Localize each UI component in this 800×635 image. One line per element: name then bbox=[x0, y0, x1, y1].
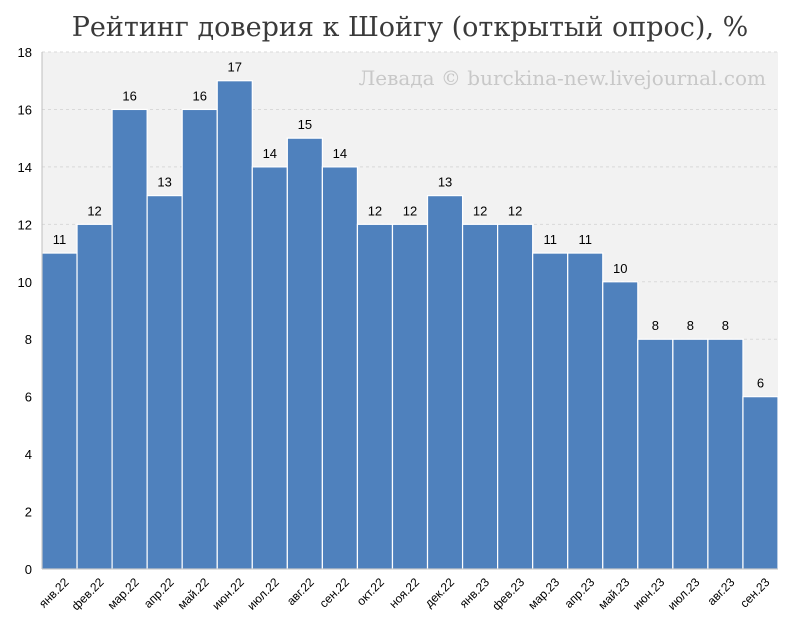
bar bbox=[146, 195, 183, 570]
data-label: 11 bbox=[578, 232, 592, 247]
bar bbox=[567, 252, 604, 570]
x-tick-label: июн.23 bbox=[630, 575, 668, 613]
bar bbox=[672, 338, 709, 570]
bar bbox=[216, 80, 253, 570]
bar bbox=[111, 108, 148, 570]
y-tick-label: 16 bbox=[18, 102, 32, 117]
data-label: 12 bbox=[368, 203, 382, 218]
y-tick-label: 12 bbox=[18, 217, 32, 232]
chart-title: Рейтинг доверия к Шойгу (открытый опрос)… bbox=[72, 12, 749, 43]
x-tick-label: сен.23 bbox=[737, 575, 773, 611]
data-label: 13 bbox=[438, 175, 452, 190]
bar bbox=[637, 338, 674, 570]
data-label: 8 bbox=[687, 318, 694, 333]
bar bbox=[251, 166, 288, 570]
data-label: 12 bbox=[473, 203, 487, 218]
bar bbox=[286, 137, 323, 570]
x-tick-label: фев.23 bbox=[489, 575, 527, 613]
y-tick-label: 18 bbox=[18, 45, 32, 60]
bar bbox=[391, 223, 429, 570]
bar bbox=[181, 108, 218, 570]
x-tick-label: янв.23 bbox=[457, 575, 493, 611]
y-tick-label: 8 bbox=[25, 332, 32, 347]
bar bbox=[532, 252, 569, 570]
x-tick-label: апр.22 bbox=[141, 575, 177, 611]
data-label: 11 bbox=[53, 232, 67, 247]
y-tick-label: 10 bbox=[18, 275, 32, 290]
x-tick-label: май.22 bbox=[175, 575, 212, 612]
data-label: 15 bbox=[298, 117, 312, 132]
data-label: 8 bbox=[652, 318, 659, 333]
bar bbox=[742, 396, 779, 570]
y-tick-label: 2 bbox=[25, 505, 32, 520]
bar bbox=[41, 252, 78, 570]
bar bbox=[461, 223, 499, 570]
bars bbox=[41, 80, 779, 570]
x-tick-label: янв.22 bbox=[36, 575, 72, 611]
bar bbox=[497, 223, 534, 570]
x-tick-label: авг.22 bbox=[284, 575, 317, 608]
bar bbox=[76, 223, 113, 570]
x-tick-label: июл.22 bbox=[244, 575, 282, 613]
bar bbox=[707, 338, 744, 570]
data-label: 16 bbox=[192, 88, 206, 103]
data-label: 12 bbox=[403, 203, 417, 218]
data-label: 12 bbox=[508, 203, 522, 218]
data-label: 13 bbox=[157, 175, 171, 190]
x-tick-label: сен.22 bbox=[317, 575, 353, 611]
x-tick-label: апр.23 bbox=[562, 575, 598, 611]
bar bbox=[426, 195, 464, 570]
y-tick-label: 4 bbox=[25, 447, 32, 462]
bar bbox=[356, 223, 394, 570]
data-labels: 11 12 16 13 16 17 14 15 14 12 12 13 12 12 11 11 10 8 8 8 6 bbox=[53, 60, 764, 391]
data-label: 8 bbox=[722, 318, 729, 333]
x-tick-label: окт.22 bbox=[354, 575, 387, 608]
x-tick-label: май.23 bbox=[595, 575, 632, 612]
x-tick-label: авг.23 bbox=[704, 575, 737, 608]
x-tick-label: дек.22 bbox=[422, 575, 457, 610]
data-label: 16 bbox=[122, 88, 136, 103]
y-tick-label: 14 bbox=[18, 160, 32, 175]
data-label: 12 bbox=[87, 203, 101, 218]
x-tick-label: мар.22 bbox=[105, 575, 142, 612]
y-tick-label: 6 bbox=[25, 390, 32, 405]
x-tick-label: июн.22 bbox=[209, 575, 247, 613]
data-label: 14 bbox=[263, 146, 277, 161]
data-label: 17 bbox=[228, 60, 242, 75]
watermark: Левада © burckina-new.livejournal.com bbox=[359, 66, 766, 90]
bar bbox=[321, 166, 359, 570]
x-tick-label: июл.23 bbox=[665, 575, 703, 613]
data-label: 11 bbox=[543, 232, 557, 247]
y-axis-ticks: 0 2 4 6 8 10 12 14 16 18 bbox=[18, 45, 32, 577]
x-tick-label: фев.22 bbox=[69, 575, 107, 613]
data-label: 14 bbox=[333, 146, 347, 161]
data-label: 10 bbox=[613, 261, 627, 276]
bar bbox=[602, 281, 639, 570]
x-tick-label: ноя.22 bbox=[386, 575, 422, 611]
data-label: 6 bbox=[757, 376, 764, 391]
x-tick-label: мар.23 bbox=[525, 575, 562, 612]
y-tick-label: 0 bbox=[25, 562, 32, 577]
